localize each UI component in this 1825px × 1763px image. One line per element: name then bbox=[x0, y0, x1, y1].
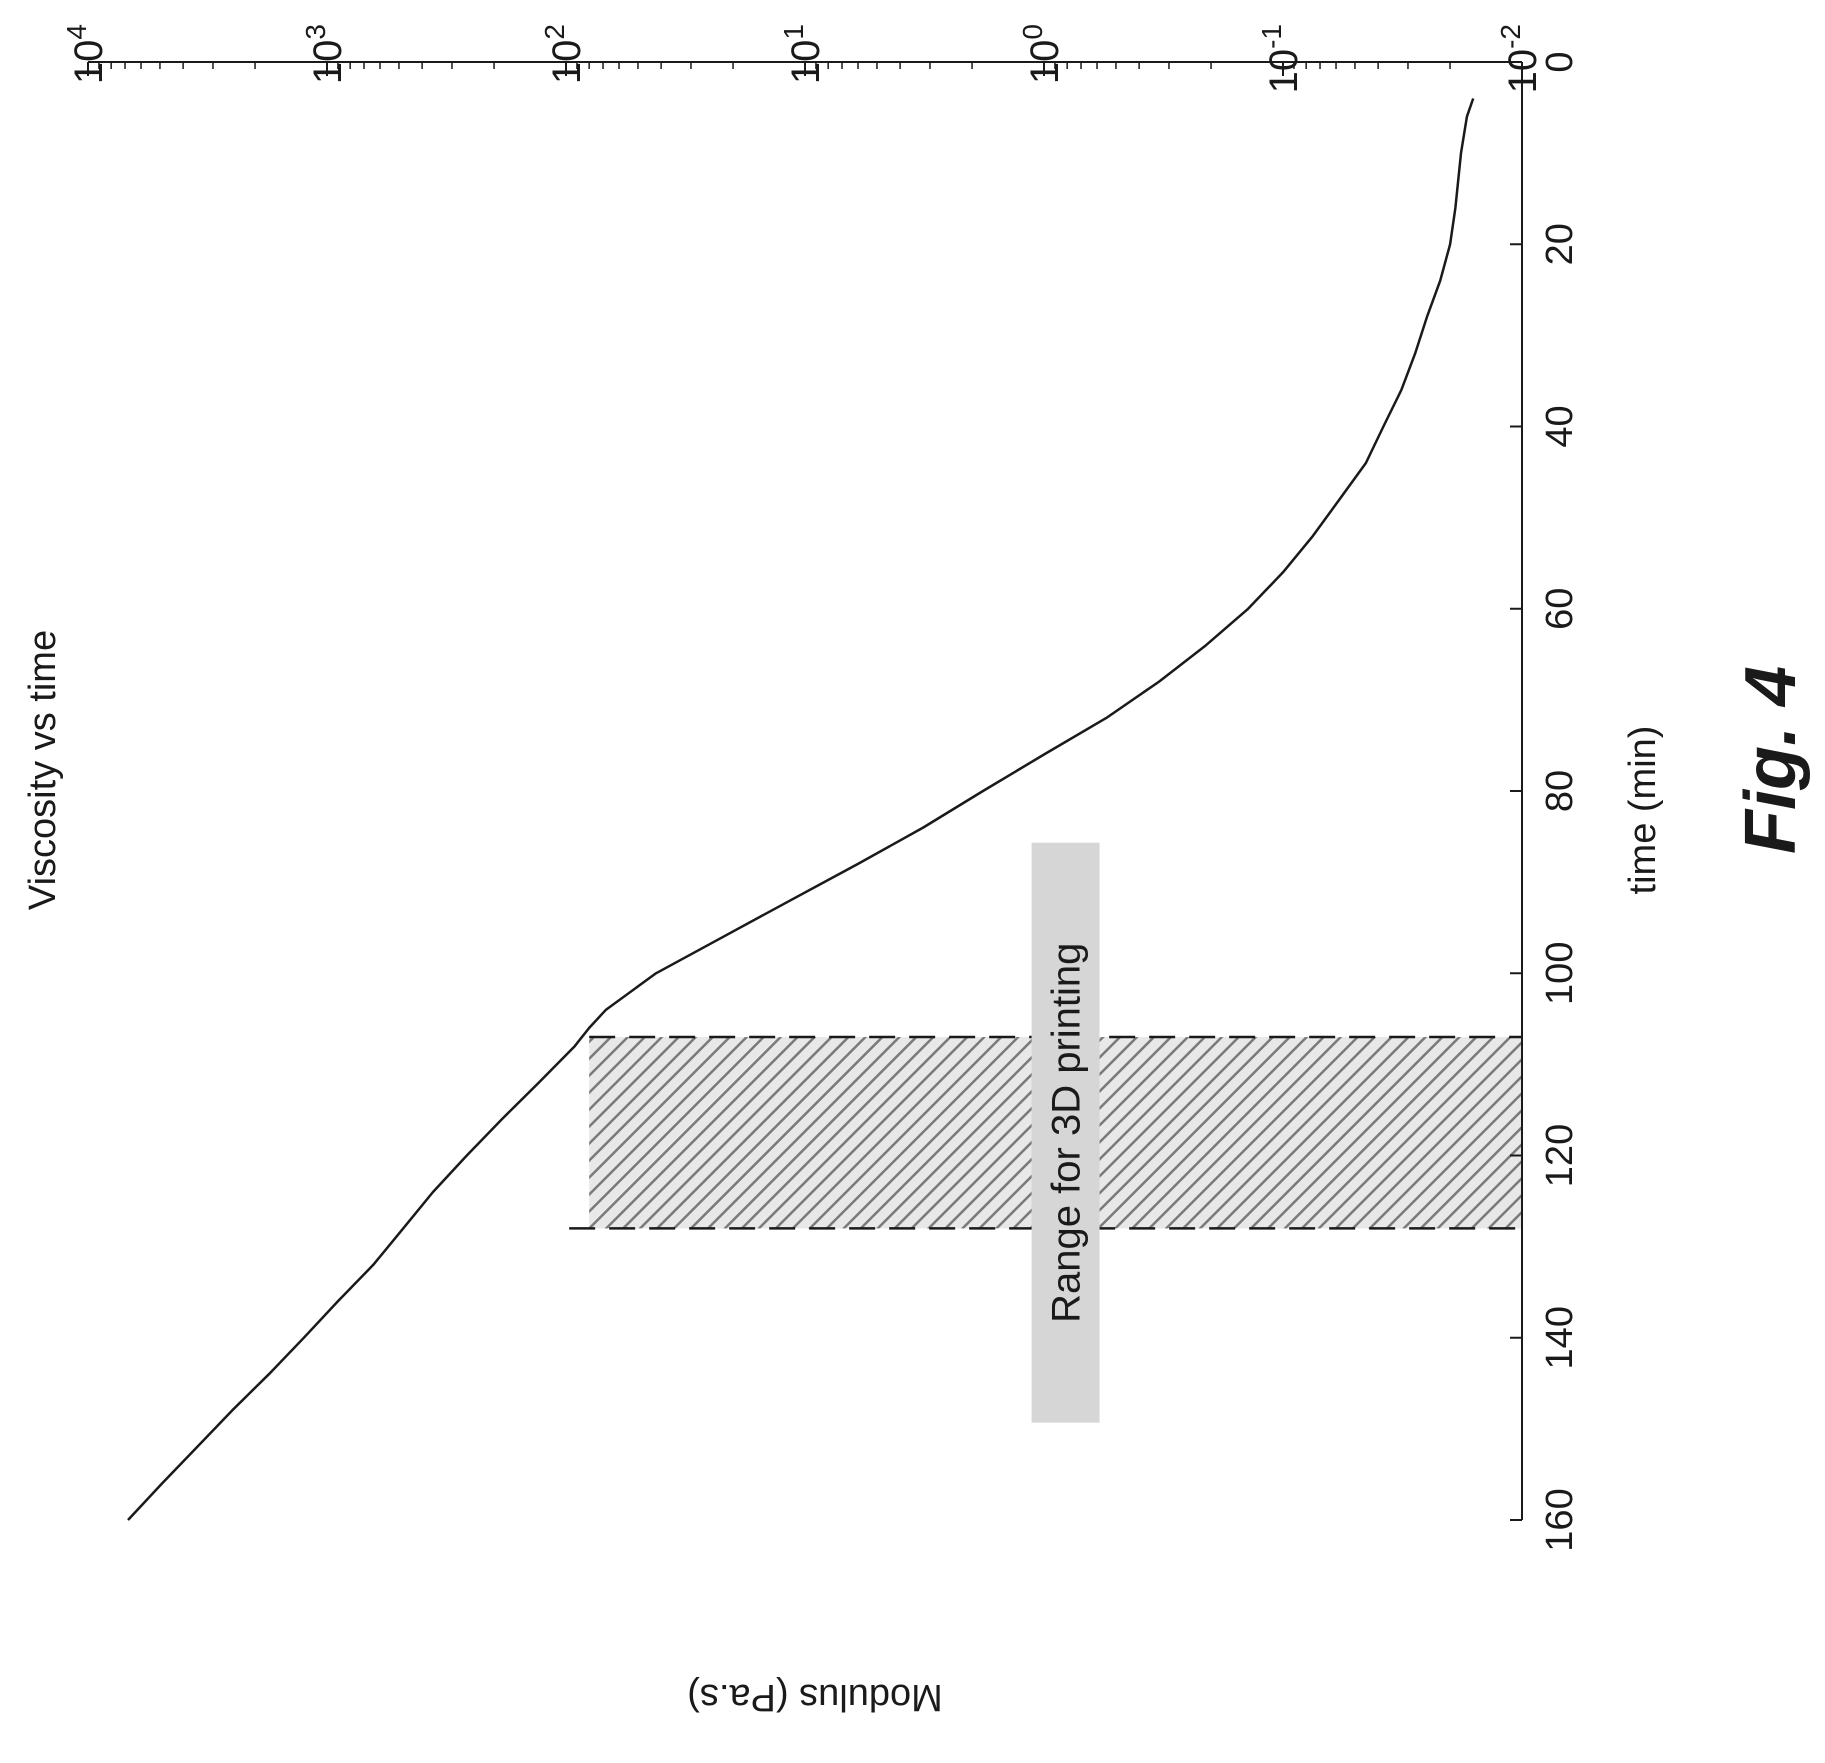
band-label: Range for 3D printing bbox=[1045, 943, 1089, 1323]
x-tick-label: 120 bbox=[1539, 1124, 1581, 1187]
band-label-box bbox=[1031, 842, 1100, 1423]
plot-area: Range for 3D printing 0 20 40 60 80 100 120 140 1… bbox=[61, 24, 1581, 1552]
x-tick-label: 160 bbox=[1539, 1488, 1581, 1551]
y-tick-label: 100 bbox=[1017, 24, 1067, 84]
y-tick-label: 102 bbox=[539, 24, 589, 84]
x-tick-label: 80 bbox=[1539, 770, 1581, 812]
figure-label: Fig. 4 bbox=[1731, 666, 1811, 854]
x-tick-label: 140 bbox=[1539, 1306, 1581, 1369]
viscosity-series-line bbox=[127, 98, 1475, 1521]
y-tick-label: 104 bbox=[61, 24, 111, 84]
chart-title: Viscosity vs time bbox=[22, 630, 64, 910]
x-tick-label: 20 bbox=[1539, 223, 1581, 265]
y-tick-label: 10-2 bbox=[1495, 24, 1545, 93]
x-tick-label: 60 bbox=[1539, 588, 1581, 630]
x-tick-label: 0 bbox=[1539, 51, 1581, 72]
x-axis-label: time (min) bbox=[1622, 726, 1664, 895]
x-tick-label: 100 bbox=[1539, 942, 1581, 1005]
x-tick-label: 40 bbox=[1539, 405, 1581, 447]
y-axis-label: Modulus (Pa.s) bbox=[687, 1676, 943, 1718]
y-tick-label: 10-1 bbox=[1256, 24, 1306, 93]
y-tick-label: 103 bbox=[300, 24, 350, 84]
y-tick-label: 101 bbox=[778, 24, 828, 84]
